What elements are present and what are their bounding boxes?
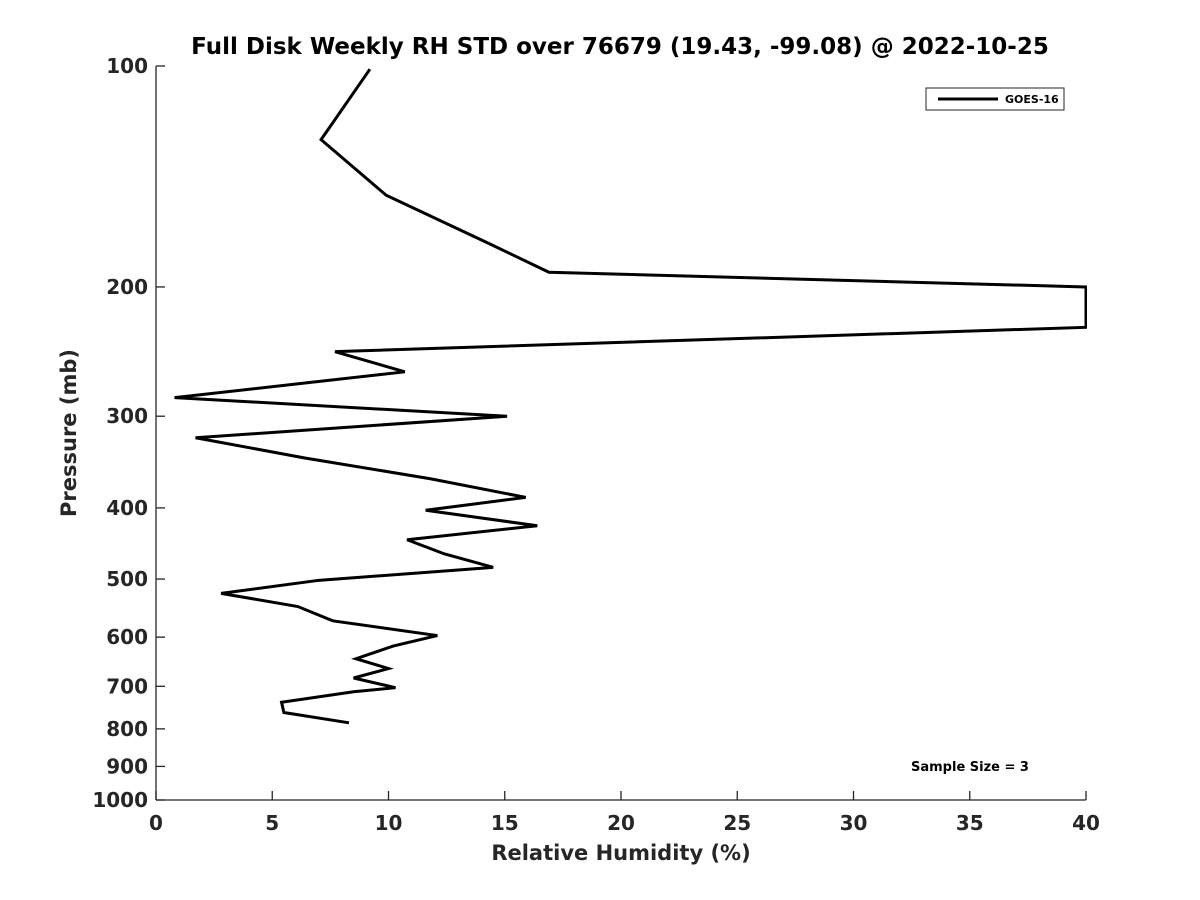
y-tick-label: 700: [106, 674, 148, 698]
series-line-goes-16: [174, 68, 1087, 725]
y-tick-label: 800: [106, 717, 148, 741]
sample-size-annotation: Sample Size = 3: [911, 760, 1029, 775]
y-tick-label: 500: [106, 567, 148, 591]
y-tick-label: 100: [106, 54, 148, 78]
chart-title: Full Disk Weekly RH STD over 76679 (19.4…: [191, 34, 1049, 60]
x-tick-label: 5: [265, 811, 279, 835]
y-ticks: 100 200 300 400 500 600 700 800 900 1000: [92, 54, 165, 812]
x-tick-label: 15: [491, 811, 519, 835]
y-tick-label: 900: [106, 754, 148, 778]
x-ticks: 0 5 10 15 20 25 30 35 40: [149, 791, 1100, 835]
legend: GOES-16: [925, 87, 1065, 111]
x-tick-label: 40: [1072, 811, 1100, 835]
x-tick-label: 35: [956, 811, 984, 835]
y-tick-label: 1000: [92, 788, 148, 812]
y-tick-label: 600: [106, 625, 148, 649]
axes: [155, 66, 1086, 801]
x-tick-label: 0: [149, 811, 163, 835]
x-tick-label: 10: [375, 811, 403, 835]
x-axis-label: Relative Humidity (%): [491, 841, 750, 865]
series-layer: [174, 68, 1087, 725]
legend-label-goes-16: GOES-16: [1005, 93, 1059, 106]
y-axis-label: Pressure (mb): [57, 349, 81, 517]
y-tick-label: 300: [106, 404, 148, 428]
x-tick-label: 30: [840, 811, 868, 835]
y-tick-label: 400: [106, 496, 148, 520]
x-tick-label: 25: [723, 811, 751, 835]
x-tick-label: 20: [607, 811, 635, 835]
y-tick-label: 200: [106, 275, 148, 299]
